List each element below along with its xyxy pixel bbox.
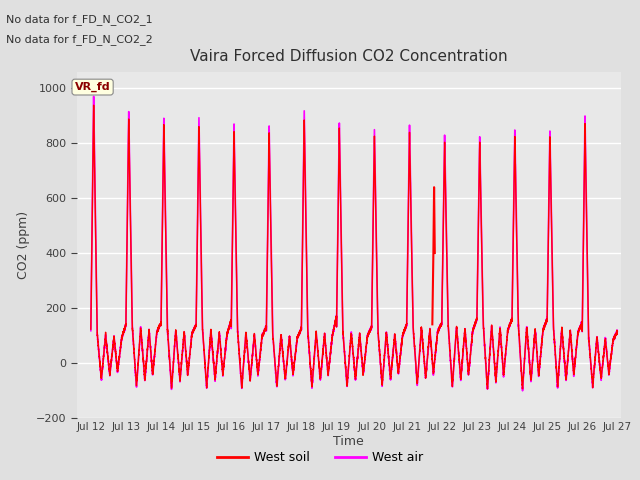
Text: No data for f_FD_N_CO2_1: No data for f_FD_N_CO2_1 — [6, 14, 153, 25]
Text: No data for f_FD_N_CO2_2: No data for f_FD_N_CO2_2 — [6, 34, 153, 45]
Title: Vaira Forced Diffusion CO2 Concentration: Vaira Forced Diffusion CO2 Concentration — [190, 49, 508, 64]
Text: VR_fd: VR_fd — [75, 82, 111, 92]
X-axis label: Time: Time — [333, 435, 364, 448]
Y-axis label: CO2 (ppm): CO2 (ppm) — [17, 211, 30, 279]
Legend: West soil, West air: West soil, West air — [211, 446, 429, 469]
